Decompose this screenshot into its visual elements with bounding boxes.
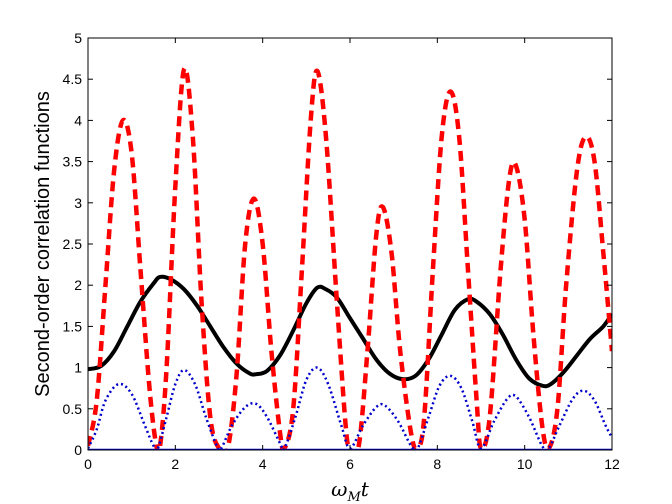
y-tick-label: 2.5 (63, 236, 83, 252)
x-axis-title: ωMt (331, 477, 370, 504)
series-line-1-dashed (88, 65, 612, 450)
y-tick-label: 1.5 (63, 318, 83, 334)
y-tick-label: 3.5 (63, 154, 83, 170)
x-axis-title-suffix: t (361, 477, 370, 501)
x-tick-label: 0 (84, 456, 92, 472)
x-tick-label: 12 (604, 456, 620, 472)
series-layer (88, 65, 612, 450)
y-tick-label: 5 (74, 30, 82, 46)
x-tick-label: 4 (259, 456, 267, 472)
y-tick-label: 4 (74, 112, 82, 128)
x-tick-label: 6 (346, 456, 354, 472)
y-tick-label: 2 (74, 277, 82, 293)
y-tick-label: 3 (74, 195, 82, 211)
plot-area (88, 65, 612, 450)
x-tick-label: 2 (171, 456, 179, 472)
y-axis-title: Second-order correlation functions (32, 91, 54, 397)
y-tick-label: 0.5 (63, 401, 83, 417)
ticks-layer: 0 2 4 6 8 10 12 0 0.5 1 1.5 2 2.5 3 3.5 4 4.5 5 (63, 30, 620, 472)
x-axis-title-sub: M (346, 490, 361, 504)
y-tick-label: 0 (74, 442, 82, 458)
x-tick-label: 8 (433, 456, 441, 472)
y-tick-label: 1 (74, 360, 82, 376)
y-tick-label: 4.5 (63, 71, 83, 87)
x-axis-title-main: ω (331, 477, 347, 501)
x-tick-label: 10 (517, 456, 533, 472)
